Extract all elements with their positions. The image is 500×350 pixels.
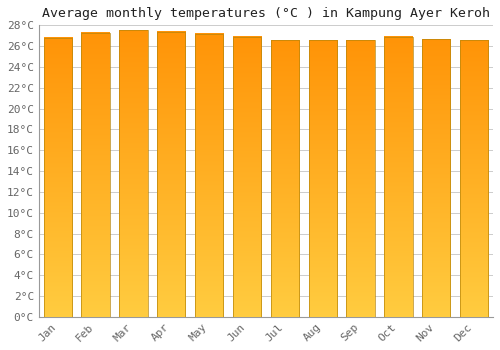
Bar: [195, 34, 224, 317]
Bar: [308, 40, 337, 317]
Title: Average monthly temperatures (°C ) in Kampung Ayer Keroh: Average monthly temperatures (°C ) in Ka…: [42, 7, 490, 20]
Bar: [44, 38, 72, 317]
Bar: [422, 39, 450, 317]
Bar: [233, 37, 261, 317]
Bar: [270, 40, 299, 317]
Bar: [346, 40, 375, 317]
Bar: [119, 30, 148, 317]
Bar: [384, 37, 412, 317]
Bar: [82, 33, 110, 317]
Bar: [460, 40, 488, 317]
Bar: [157, 32, 186, 317]
